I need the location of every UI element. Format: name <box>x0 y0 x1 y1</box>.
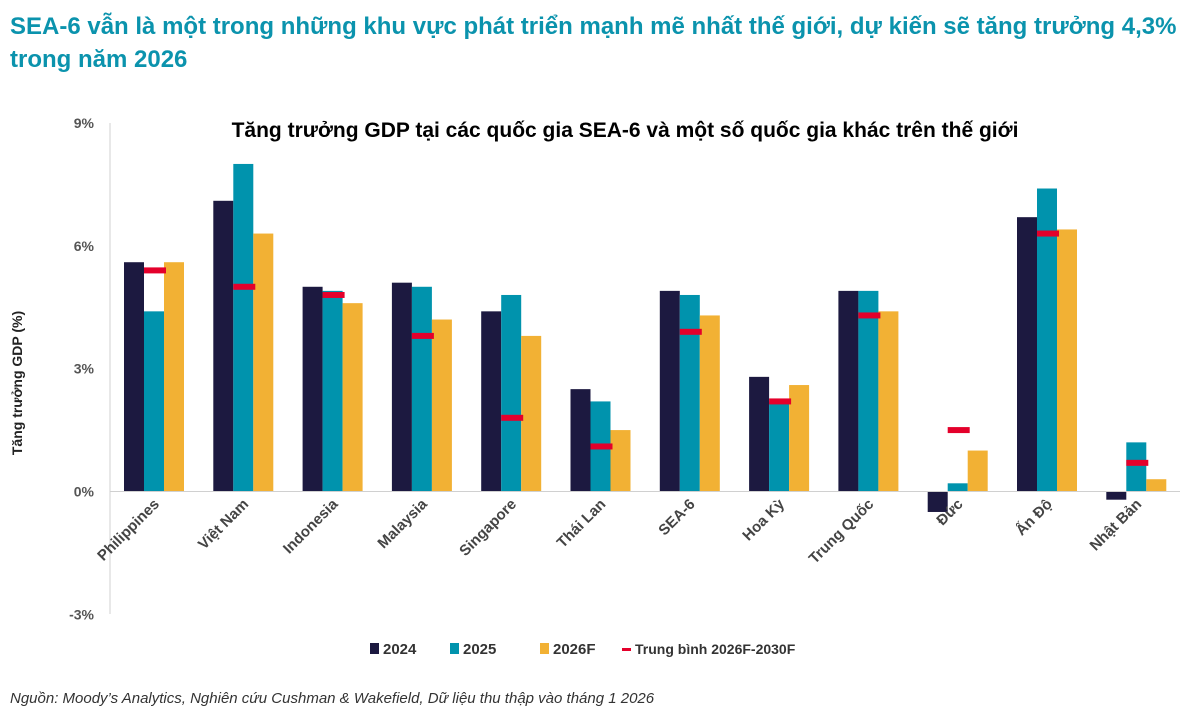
y-tick-label: 0% <box>74 484 95 500</box>
bar-2025 <box>144 311 164 492</box>
bar-2024 <box>570 389 591 492</box>
bar-2024 <box>302 286 323 492</box>
legend-swatch-2025 <box>450 643 459 654</box>
y-axis-label: Tăng trưởng GDP (%) <box>9 311 25 455</box>
bar-2024 <box>927 491 948 512</box>
bar-2024 <box>1017 217 1037 492</box>
bar-2024 <box>659 290 680 492</box>
source-note: Nguồn: Moody’s Analytics, Nghiên cứu Cus… <box>10 690 655 707</box>
average-marker <box>233 283 256 290</box>
legend-label: 2024 <box>383 641 417 658</box>
x-tick-label: Malaysia <box>374 495 431 552</box>
x-tick-label: Nhật Bản <box>1087 496 1146 555</box>
bar-2024 <box>481 311 502 492</box>
y-tick-label: 9% <box>74 115 95 131</box>
bar-2025 <box>947 483 968 492</box>
x-tick-label: Philippines <box>94 496 163 565</box>
legend-swatch-average <box>622 648 631 651</box>
bar-2024 <box>1106 491 1127 500</box>
y-tick-label: 6% <box>74 238 95 254</box>
x-tick-label: Thái Lan <box>554 496 610 552</box>
bar-2024 <box>124 262 144 492</box>
legend-swatch-2024 <box>370 643 379 654</box>
legend-label: 2025 <box>463 641 496 658</box>
bar-2026F <box>699 315 720 492</box>
bar-2026F <box>1057 229 1077 492</box>
bar-2024 <box>749 376 770 492</box>
average-marker <box>1037 230 1059 237</box>
x-tick-label: Việt Nam <box>195 496 252 553</box>
average-marker <box>501 414 524 421</box>
legend: 2024 2025 2026F Trung bình 2026F-2030F <box>370 641 796 658</box>
bar-2026F <box>610 430 631 492</box>
average-marker <box>679 328 702 335</box>
average-marker <box>1126 459 1149 466</box>
bar-2024 <box>213 200 234 492</box>
x-tick-label: Singapore <box>456 496 520 560</box>
average-marker <box>144 267 166 274</box>
legend-swatch-2026F <box>540 643 549 654</box>
bar-2026F <box>521 335 542 492</box>
x-tick-label: Trung Quốc <box>806 496 878 568</box>
x-tick-label: Hoa Kỳ <box>739 495 788 544</box>
bar-2025 <box>411 286 432 492</box>
bar-2025 <box>1037 188 1057 492</box>
average-marker <box>769 398 792 405</box>
average-marker <box>411 332 434 339</box>
legend-label: 2026F <box>553 641 596 658</box>
bar-2025 <box>1126 442 1147 492</box>
average-marker <box>590 443 613 450</box>
average-marker <box>322 291 345 298</box>
bar-2026F <box>342 303 363 492</box>
y-tick-label: 3% <box>74 361 95 377</box>
bar-2024 <box>391 282 412 492</box>
bar-2026F <box>164 262 184 492</box>
bar-2026F <box>1146 479 1167 492</box>
y-tick-label: -3% <box>69 606 94 622</box>
chart-title: Tăng trưởng GDP tại các quốc gia SEA-6 v… <box>232 119 1019 142</box>
bar-2026F <box>431 319 452 492</box>
average-marker <box>947 427 970 434</box>
bar-2025 <box>858 290 879 492</box>
legend-label: Trung bình 2026F-2030F <box>635 641 796 657</box>
headline: SEA-6 vẫn là một trong những khu vực phá… <box>10 13 1177 73</box>
x-tick-label: SEA-6 <box>655 496 698 539</box>
bar-2025 <box>679 294 700 492</box>
bar-2025 <box>322 290 343 492</box>
bar-2025 <box>769 401 790 492</box>
x-tick-label: Indonesia <box>280 495 342 557</box>
bar-2026F <box>967 450 988 492</box>
bar-2025 <box>233 163 254 492</box>
average-marker <box>858 312 881 319</box>
bar-2026F <box>878 311 899 492</box>
bar-2024 <box>838 290 859 492</box>
bar-2025 <box>501 294 522 492</box>
x-tick-label: Ấn Độ <box>1013 496 1056 539</box>
bar-2026F <box>789 385 810 492</box>
bar-2026F <box>253 233 274 492</box>
